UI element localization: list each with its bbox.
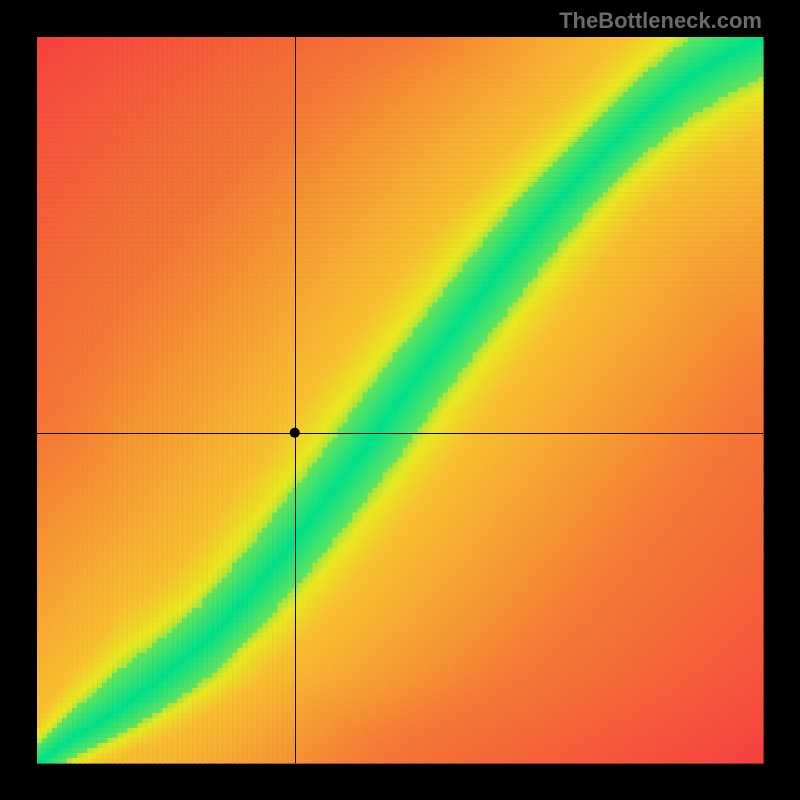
watermark-text: TheBottleneck.com bbox=[559, 8, 762, 34]
bottleneck-heatmap bbox=[0, 0, 800, 800]
